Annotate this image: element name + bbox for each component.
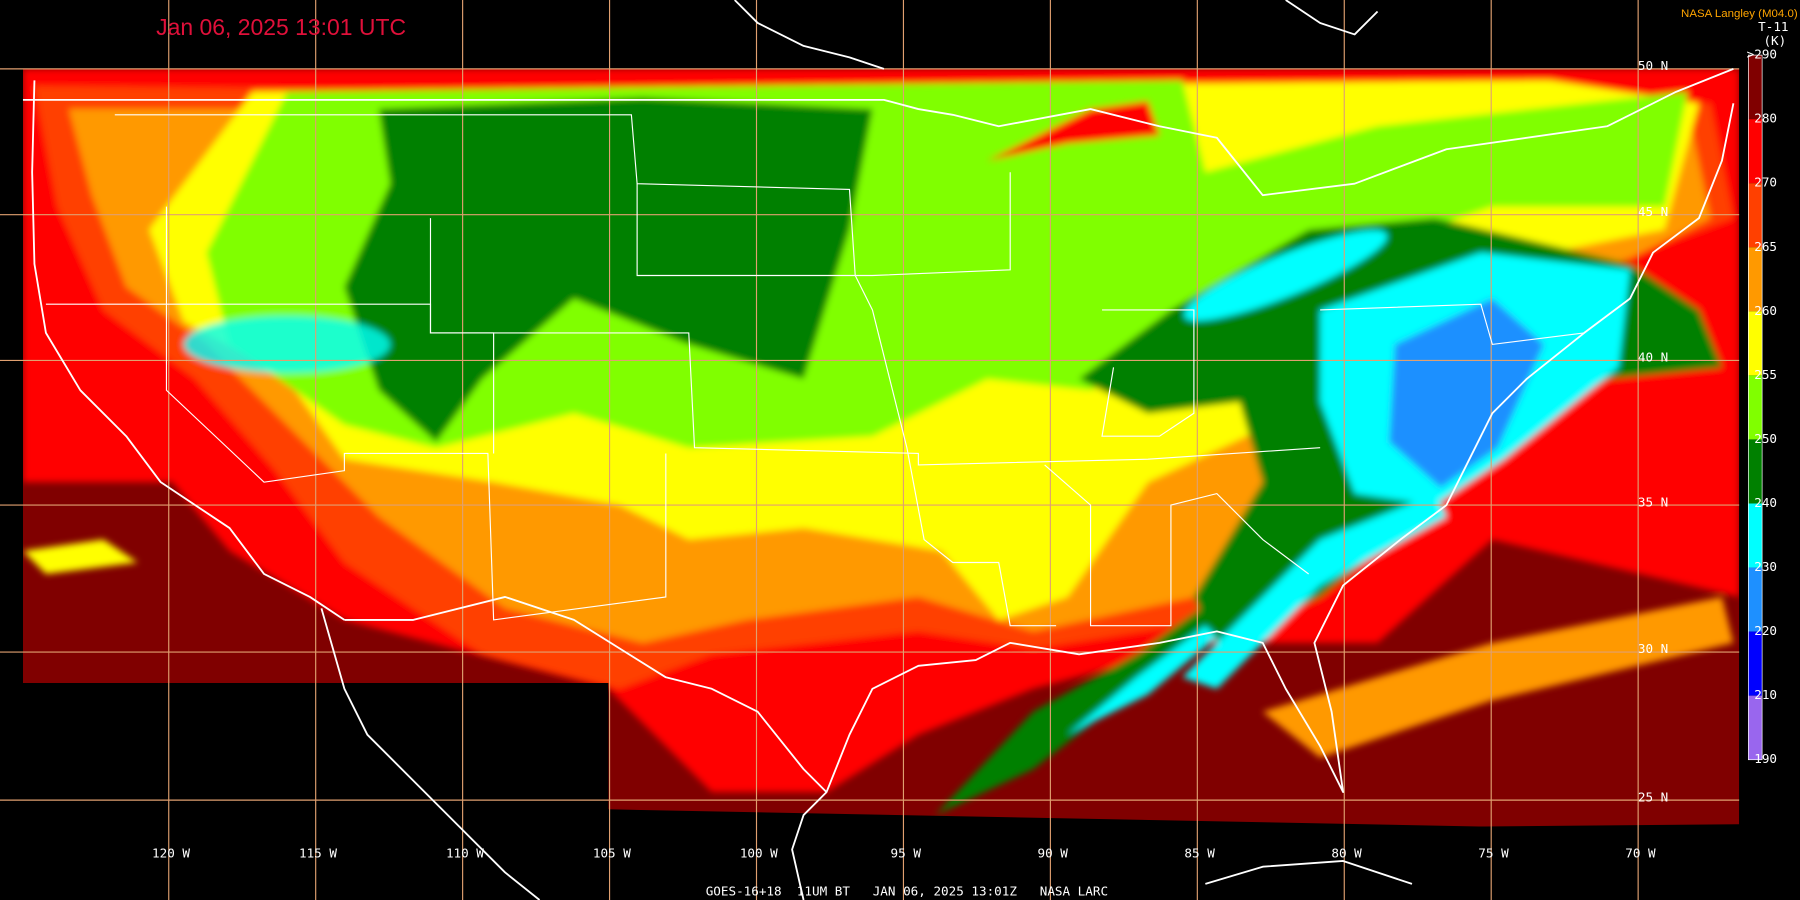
state-line	[429, 218, 495, 454]
longitude-label: 120 W	[152, 846, 190, 861]
longitude-label: 115 W	[299, 846, 337, 861]
latitude-label: 25 N	[1638, 789, 1668, 804]
color-scale-label: 280	[1754, 111, 1777, 126]
color-scale-label: 220	[1754, 623, 1777, 638]
title: Jan 06, 2025 13:01 UTC	[156, 14, 406, 40]
cuba-coast	[1205, 860, 1413, 885]
state-line	[45, 303, 1321, 466]
latitude-label: 45 N	[1638, 204, 1668, 219]
color-scale-segment	[1748, 631, 1763, 696]
color-scale-label: 190	[1754, 751, 1777, 766]
latitude-label: 30 N	[1638, 641, 1668, 656]
color-scale-label: 240	[1754, 495, 1777, 510]
region	[22, 539, 138, 574]
state-line	[114, 114, 1057, 627]
graticule: 50 N 45 N 40 N 35 N 30 N 25 N 120 W 115 W 110 W 1…	[0, 0, 1740, 900]
region	[1067, 625, 1217, 735]
longitude-label: 75 W	[1478, 846, 1509, 861]
longitude-label: 95 W	[891, 846, 922, 861]
color-scale-frame	[1747, 54, 1763, 761]
longitude-label: 85 W	[1184, 846, 1215, 861]
mexico-coast	[791, 791, 828, 900]
borders	[22, 0, 1735, 900]
state-line	[1101, 309, 1195, 437]
color-scale-label: 260	[1754, 303, 1777, 318]
color-scale-label: 230	[1754, 559, 1777, 574]
longitude-label: 90 W	[1037, 846, 1068, 861]
legend-unit: (K)	[1763, 33, 1786, 48]
border-line	[22, 68, 1734, 197]
color-scale-label: 265	[1754, 239, 1777, 254]
state-line	[1044, 464, 1310, 627]
color-scale-segment	[1748, 439, 1763, 504]
region	[1184, 230, 1388, 321]
legend-title: T-11	[1758, 19, 1788, 34]
footer-caption: GOES-16+18 11UM BT JAN 06, 2025 13:01Z N…	[706, 883, 1108, 898]
color-scale-label: 255	[1754, 367, 1777, 382]
color-scale-segment	[1748, 311, 1763, 376]
state-line	[1320, 303, 1585, 346]
mexico-coast	[320, 608, 541, 900]
latitude-label: 40 N	[1638, 350, 1668, 365]
longitude-label: 110 W	[446, 846, 484, 861]
color-scale-label: 250	[1754, 431, 1777, 446]
state-line	[165, 206, 667, 621]
coastline	[31, 80, 345, 621]
longitude-label: 105 W	[593, 846, 631, 861]
coastline	[344, 103, 1735, 794]
longitude-label: 70 W	[1625, 846, 1656, 861]
color-scale-segment	[1748, 695, 1763, 760]
longitude-label: 100 W	[740, 846, 778, 861]
latitude-label: 50 N	[1638, 58, 1668, 73]
color-scale-label: 270	[1754, 175, 1777, 190]
region	[183, 315, 391, 374]
region	[1389, 298, 1545, 488]
color-scale: >290 280 270 265 260 255 250 240 230 220 210 190	[1747, 47, 1777, 767]
canada-coast	[734, 0, 885, 70]
color-scale-segment	[1748, 567, 1763, 632]
color-scale-segment	[1748, 119, 1763, 184]
color-scale-label: >290	[1747, 47, 1777, 62]
longitude-label: 80 W	[1331, 846, 1362, 861]
latitude-label: 35 N	[1638, 494, 1668, 509]
color-scale-segment	[1748, 247, 1763, 312]
color-scale-segment	[1748, 375, 1763, 440]
color-scale-label: 210	[1754, 687, 1777, 702]
color-scale-segment	[1748, 503, 1763, 568]
region	[344, 97, 873, 442]
region	[1262, 596, 1734, 758]
source: NASA Langley (M04.0)	[1681, 8, 1798, 20]
canada-coast	[1285, 0, 1379, 36]
color-scale-segment	[1748, 55, 1763, 120]
state-line	[636, 172, 1011, 277]
color-scale-segment	[1748, 183, 1763, 248]
